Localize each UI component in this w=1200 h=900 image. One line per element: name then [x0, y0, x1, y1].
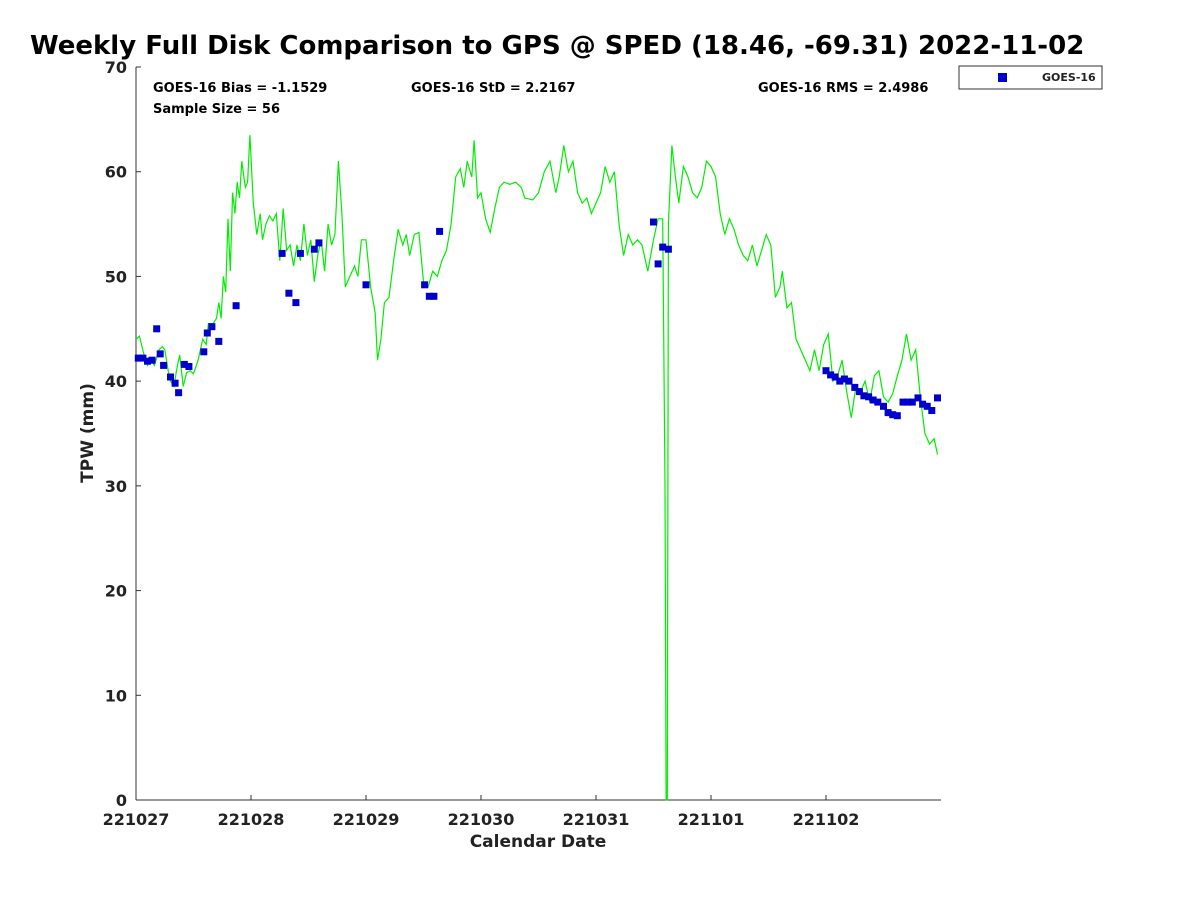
goes16-point	[148, 356, 156, 364]
goes16-point	[908, 398, 916, 406]
legend-marker-goes16	[998, 73, 1007, 82]
y-tick-label: 30	[105, 477, 127, 496]
goes16-point	[845, 377, 853, 385]
goes16-point	[171, 379, 179, 387]
goes16-point	[278, 249, 286, 257]
goes16-point	[880, 402, 887, 410]
goes16-point	[865, 393, 873, 401]
goes16-point	[869, 396, 877, 404]
goes16-point	[292, 299, 300, 307]
goes16-point	[851, 383, 859, 391]
x-tick-label: 221031	[563, 810, 630, 829]
goes16-point	[200, 348, 208, 356]
goes16-point	[167, 373, 174, 381]
goes16-point	[185, 363, 193, 370]
legend-label-goes16: GOES-16	[1042, 71, 1096, 84]
goes16-point	[860, 392, 868, 400]
goes16-point	[650, 218, 657, 226]
plot-area	[136, 67, 941, 800]
x-axis-label: Calendar Date	[470, 832, 607, 852]
x-ticks: 221027 221028 221029 221030 221031 221101 2211…	[103, 795, 860, 829]
goes16-point	[296, 249, 304, 257]
goes16-point	[664, 245, 672, 253]
goes16-point	[362, 281, 370, 289]
y-tick-label: 0	[116, 791, 127, 810]
stat-sample-size: Sample Size = 56	[153, 102, 280, 117]
goes16-point	[310, 245, 318, 253]
goes16-point	[928, 407, 936, 414]
goes16-point	[139, 354, 147, 362]
goes16-point	[180, 360, 188, 368]
goes16-point	[822, 367, 830, 375]
x-tick-label: 221030	[448, 810, 515, 829]
legend-box	[958, 65, 1103, 90]
goes16-point	[215, 337, 223, 345]
stat-bias: GOES-16 Bias = -1.1529	[153, 81, 327, 96]
goes16-point	[923, 402, 931, 410]
y-tick-label: 40	[105, 372, 127, 391]
x-tick-label: 221102	[793, 810, 860, 829]
goes16-point	[160, 361, 168, 369]
goes16-point	[315, 239, 323, 247]
series-gps-line	[135, 135, 939, 801]
goes16-point	[827, 371, 835, 379]
x-tick-label: 221027	[103, 810, 170, 829]
goes16-point	[904, 398, 912, 406]
goes16-point	[436, 227, 444, 235]
goes16-point	[425, 292, 433, 300]
goes16-point	[430, 292, 438, 300]
y-tick-label: 10	[105, 686, 127, 705]
goes16-point	[421, 281, 429, 289]
goes16-point	[203, 329, 211, 337]
goes16-point	[884, 409, 892, 417]
goes16-point	[285, 289, 293, 297]
goes16-point	[144, 357, 151, 365]
goes16-point	[899, 398, 907, 406]
stat-std: GOES-16 StD = 2.2167	[411, 81, 575, 96]
x-tick-label: 221101	[678, 810, 745, 829]
goes16-point	[893, 412, 901, 420]
chart-title: Weekly Full Disk Comparison to GPS @ SPE…	[30, 31, 1084, 61]
goes16-point	[156, 350, 164, 358]
x-tick-label: 221028	[218, 810, 285, 829]
goes16-point	[889, 411, 897, 419]
goes16-point	[874, 398, 882, 406]
goes16-point	[175, 389, 183, 397]
goes16-point	[855, 388, 863, 396]
series-goes16-points	[134, 218, 941, 420]
goes16-point	[919, 400, 927, 408]
goes16-point	[836, 377, 844, 385]
legend: GOES-16	[958, 65, 1103, 90]
y-ticks: 0 10 20 30 40 50 60 70	[105, 58, 141, 810]
goes16-point	[232, 302, 240, 310]
stat-rms: GOES-16 RMS = 2.4986	[758, 81, 928, 96]
y-tick-label: 50	[105, 267, 127, 286]
y-tick-label: 70	[105, 58, 127, 77]
goes16-point	[654, 260, 662, 268]
goes16-point	[934, 394, 941, 402]
y-tick-label: 20	[105, 582, 127, 601]
goes16-point	[134, 354, 142, 362]
y-tick-label: 60	[105, 163, 127, 182]
goes16-point	[659, 243, 667, 251]
goes16-point	[831, 373, 839, 381]
y-axis-label: TPW (mm)	[78, 383, 98, 483]
x-tick-label: 221029	[333, 810, 400, 829]
goes16-point	[840, 375, 848, 383]
goes16-point	[153, 325, 161, 333]
goes16-point	[914, 394, 922, 402]
goes16-point	[208, 323, 216, 331]
